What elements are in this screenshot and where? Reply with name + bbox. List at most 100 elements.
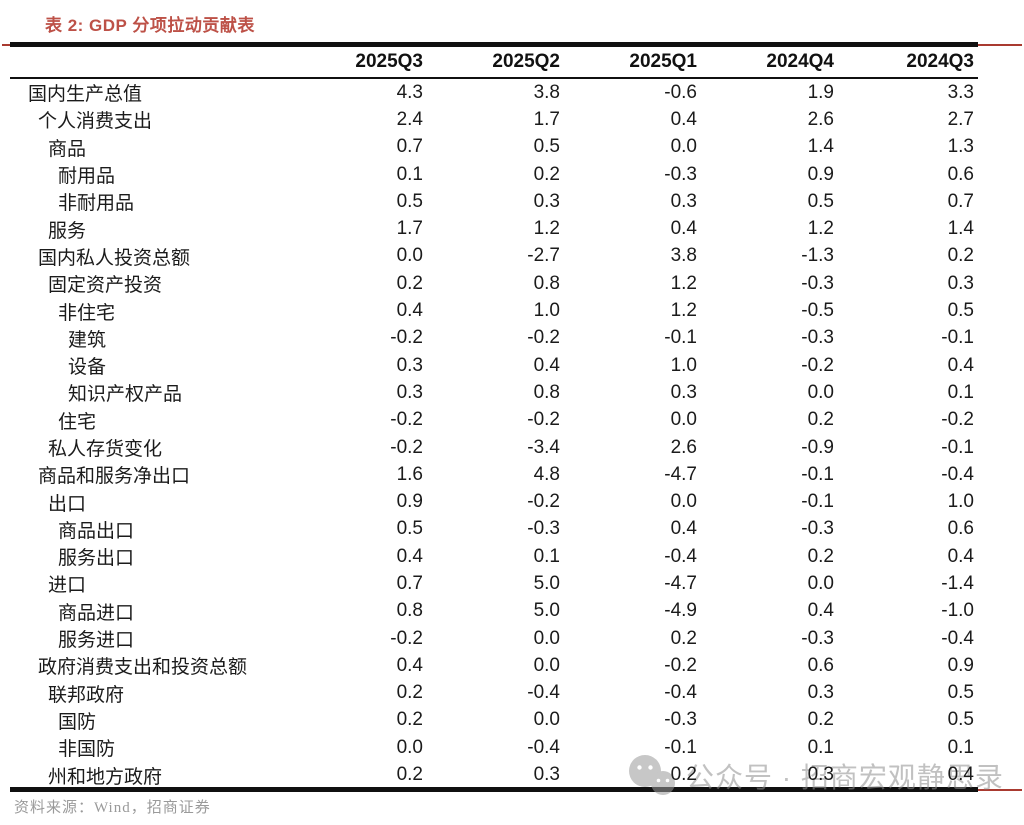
table-row: 建筑 -0.2 -0.2 -0.1 -0.3 -0.1	[10, 325, 978, 352]
cell-value: 0.7	[396, 572, 423, 594]
cell-value: 0.8	[533, 272, 560, 294]
cell-value: -0.5	[801, 300, 834, 322]
row-label: 商品进口	[58, 602, 135, 624]
cell-value: 0.0	[533, 627, 560, 649]
cell-value: 0.6	[947, 518, 974, 540]
row-label: 进口	[48, 575, 87, 597]
row-label: 州和地方政府	[48, 766, 163, 788]
column-header: 2024Q3	[834, 47, 978, 79]
row-label: 非国防	[58, 739, 116, 761]
row-label: 服务出口	[58, 548, 135, 570]
cell-value: 0.6	[807, 654, 834, 676]
cell-value: -0.2	[664, 654, 697, 676]
cell-value: -0.3	[664, 709, 697, 731]
cell-value: 0.0	[670, 136, 697, 158]
cell-value: 0.0	[396, 736, 423, 758]
table-row: 商品 0.7 0.5 0.0 1.4 1.3	[10, 134, 978, 161]
cell-value: 0.7	[396, 136, 423, 158]
cell-value: 2.6	[670, 436, 697, 458]
cell-value: -0.2	[527, 491, 560, 513]
cell-value: 0.3	[807, 764, 834, 786]
cell-value: 0.9	[947, 654, 974, 676]
cell-value: -0.4	[664, 545, 697, 567]
cell-value: 0.4	[670, 218, 697, 240]
cell-value: 0.0	[670, 491, 697, 513]
table-row: 商品进口 0.8 5.0 -4.9 0.4 -1.0	[10, 598, 978, 625]
cell-value: 0.2	[807, 409, 834, 431]
cell-value: -0.1	[801, 491, 834, 513]
cell-value: 0.4	[533, 354, 560, 376]
cell-value: -0.1	[941, 327, 974, 349]
cell-value: 0.4	[396, 654, 423, 676]
table-row: 非住宅 0.4 1.0 1.2 -0.5 0.5	[10, 297, 978, 324]
cell-value: 0.2	[670, 764, 697, 786]
table-row: 商品出口 0.5 -0.3 0.4 -0.3 0.6	[10, 516, 978, 543]
cell-value: 2.7	[947, 108, 974, 130]
row-label: 商品和服务净出口	[38, 466, 191, 488]
cell-value: 0.2	[396, 272, 423, 294]
row-label: 联邦政府	[48, 684, 125, 706]
table-row: 出口 0.9 -0.2 0.0 -0.1 1.0	[10, 488, 978, 515]
column-header: 2024Q4	[697, 47, 834, 79]
cell-value: -0.3	[801, 518, 834, 540]
cell-value: -0.4	[527, 736, 560, 758]
cell-value: 0.7	[947, 190, 974, 212]
cell-value: -0.2	[527, 327, 560, 349]
table-row: 非国防 0.0 -0.4 -0.1 0.1 0.1	[10, 734, 978, 761]
source-note: 资料来源：Wind，招商证券	[14, 800, 211, 816]
cell-value: -0.1	[664, 327, 697, 349]
row-label: 商品	[48, 138, 87, 160]
row-label: 服务进口	[58, 630, 135, 652]
cell-value: 0.4	[396, 300, 423, 322]
row-label: 国防	[58, 711, 97, 733]
cell-value: 0.2	[396, 682, 423, 704]
cell-value: -0.4	[527, 682, 560, 704]
row-label: 知识产权产品	[68, 384, 183, 406]
cell-value: 0.2	[396, 709, 423, 731]
row-label: 住宅	[58, 411, 97, 433]
cell-value: 0.5	[396, 518, 423, 540]
cell-value: 0.4	[947, 545, 974, 567]
cell-value: 0.3	[396, 381, 423, 403]
row-label: 出口	[48, 493, 87, 515]
watermark-text: 公众号 · 招商宏观静思录	[686, 762, 1004, 793]
cell-value: 0.1	[533, 545, 560, 567]
cell-value: 0.2	[807, 545, 834, 567]
cell-value: -4.9	[664, 600, 697, 622]
cell-value: -1.4	[941, 572, 974, 594]
cell-value: -0.2	[941, 409, 974, 431]
cell-value: 0.5	[947, 682, 974, 704]
cell-value: -0.4	[941, 627, 974, 649]
cell-value: 0.5	[533, 136, 560, 158]
top-rule	[10, 42, 978, 47]
row-label: 非耐用品	[58, 193, 135, 215]
cell-value: 0.2	[947, 245, 974, 267]
row-label: 个人消费支出	[38, 111, 153, 133]
cell-value: -0.2	[390, 327, 423, 349]
table-row: 联邦政府 0.2 -0.4 -0.4 0.3 0.5	[10, 680, 978, 707]
cell-value: 0.3	[396, 354, 423, 376]
cell-value: 0.9	[396, 491, 423, 513]
cell-value: 1.4	[807, 136, 834, 158]
row-label-header	[10, 47, 286, 79]
cell-value: 0.5	[396, 190, 423, 212]
table-row: 个人消费支出 2.4 1.7 0.4 2.6 2.7	[10, 106, 978, 133]
column-header: 2025Q2	[423, 47, 560, 79]
cell-value: 0.3	[807, 682, 834, 704]
table-body: 国内生产总值 4.3 3.8 -0.6 1.9 3.3 个人消费支出 2.4 1.7 0.4 2.6…	[10, 78, 978, 789]
cell-value: -4.7	[664, 572, 697, 594]
cell-value: 0.1	[807, 736, 834, 758]
row-label: 商品出口	[58, 520, 135, 542]
cell-value: 1.2	[807, 218, 834, 240]
cell-value: -0.2	[390, 627, 423, 649]
cell-value: 4.3	[396, 81, 423, 103]
cell-value: 1.0	[947, 491, 974, 513]
cell-value: 0.2	[396, 764, 423, 786]
cell-value: -1.0	[941, 600, 974, 622]
cell-value: -0.1	[801, 463, 834, 485]
cell-value: 1.2	[533, 218, 560, 240]
table-row: 知识产权产品 0.3 0.8 0.3 0.0 0.1	[10, 379, 978, 406]
table-row: 国内生产总值 4.3 3.8 -0.6 1.9 3.3	[10, 78, 978, 106]
cell-value: 0.9	[807, 163, 834, 185]
table-row: 设备 0.3 0.4 1.0 -0.2 0.4	[10, 352, 978, 379]
